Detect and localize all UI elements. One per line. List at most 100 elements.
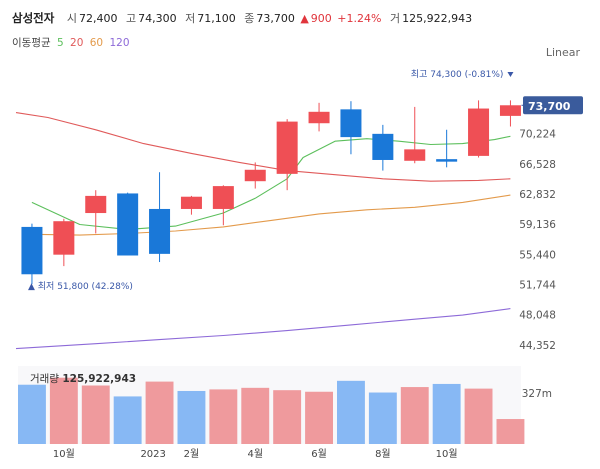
candle-body xyxy=(117,193,139,256)
volume-bar xyxy=(337,380,365,444)
high-value: 74,300 xyxy=(138,12,177,25)
max-price-annotation: 최고 74,300 (-0.81%) xyxy=(411,69,504,80)
x-axis-label: 10월 xyxy=(436,448,458,460)
change-value: 900 xyxy=(310,12,332,25)
price-tick-label: 59,136 xyxy=(519,219,556,231)
candle xyxy=(468,100,490,158)
price-tick-label: 48,048 xyxy=(519,310,556,322)
volume-bar xyxy=(432,383,461,444)
volume-axis-label: 327m xyxy=(522,388,552,400)
candle-body xyxy=(436,159,458,162)
candle xyxy=(53,218,75,267)
candle xyxy=(276,119,298,191)
x-axis-label: 2월 xyxy=(184,448,200,460)
candle xyxy=(180,195,202,215)
x-axis-label: 10월 xyxy=(53,448,75,460)
candle-body xyxy=(276,121,298,174)
price-tick-label: 70,224 xyxy=(519,129,556,141)
candle-body xyxy=(180,196,202,209)
candle-body xyxy=(21,226,43,275)
close-label: 종 xyxy=(244,12,255,25)
x-axis-label: 6월 xyxy=(311,448,327,460)
candle-body xyxy=(53,221,75,255)
price-tick-label: 55,440 xyxy=(519,249,556,261)
current-price-label: 73,700 xyxy=(528,100,571,113)
volume-bar xyxy=(18,384,46,444)
volume-title: 거래량 125,922,943 xyxy=(30,373,136,385)
low-label: 저 xyxy=(185,12,196,25)
moving-average-legend: 이동평균 5 20 60 120 xyxy=(12,35,133,50)
candle-body xyxy=(499,105,521,116)
ma-5-line xyxy=(31,135,511,230)
volume-value: 125,922,943 xyxy=(402,12,473,25)
low-value: 71,100 xyxy=(197,12,236,25)
volume-bar xyxy=(145,381,174,444)
candle xyxy=(212,185,234,226)
volume-bar xyxy=(464,388,493,444)
ma-5-label[interactable]: 5 xyxy=(56,37,64,49)
candle xyxy=(244,162,266,189)
candle xyxy=(117,192,139,256)
candles xyxy=(21,100,521,285)
close-value: 73,700 xyxy=(256,12,295,25)
stock-name: 삼성전자 xyxy=(12,11,55,25)
volume-total: 125,922,943 xyxy=(62,373,136,385)
moving-average-lines xyxy=(15,112,511,350)
volume-bar xyxy=(81,385,110,444)
candle-body xyxy=(340,109,362,138)
min-price-annotation: ▲ 최저 51,800 (42.28%) xyxy=(28,281,133,292)
candle xyxy=(436,129,458,168)
scale-mode-toggle[interactable]: Linear xyxy=(545,46,580,59)
candle xyxy=(21,223,43,285)
ma-120-label[interactable]: 120 xyxy=(109,37,130,49)
volume-bars xyxy=(18,377,525,444)
ma-60-line xyxy=(31,194,511,236)
change-arrow-icon: ▲ xyxy=(300,12,309,25)
volume-bar xyxy=(177,390,206,444)
volume-bar xyxy=(241,387,270,444)
max-arrow-icon xyxy=(507,72,514,77)
x-axis-label: 4월 xyxy=(247,448,263,460)
candle xyxy=(308,102,330,132)
change-percent: +1.24% xyxy=(337,12,382,25)
open-label: 시 xyxy=(66,12,77,25)
volume-bar xyxy=(305,391,333,444)
ma-20-line xyxy=(15,112,511,182)
candle xyxy=(499,100,521,127)
ma-120-line xyxy=(15,308,511,350)
candle-body xyxy=(244,169,266,182)
price-tick-label: 44,352 xyxy=(519,340,556,352)
ohlc-header: 삼성전자 시 72,400 고 74,300 저 71,100 종 73,700 ▲ 90… xyxy=(12,10,472,26)
ma-60-label[interactable]: 60 xyxy=(89,37,104,49)
current-price-tag xyxy=(523,96,583,115)
candle xyxy=(372,124,394,171)
candle xyxy=(149,172,171,263)
candle-body xyxy=(85,195,107,214)
candle-body xyxy=(404,149,426,161)
volume-bar xyxy=(209,389,238,444)
volume-bar xyxy=(496,419,525,444)
volume-bar xyxy=(368,392,397,444)
candle-body xyxy=(149,208,171,254)
candle-body xyxy=(468,108,490,156)
high-label: 고 xyxy=(125,12,137,25)
candle-body xyxy=(212,186,234,209)
volume-label: 거 xyxy=(389,12,401,25)
volume-bar xyxy=(400,387,429,444)
candle xyxy=(85,190,107,234)
x-axis-label: 8월 xyxy=(375,448,391,460)
price-tick-label: 62,832 xyxy=(519,189,556,201)
candle-body xyxy=(372,133,394,160)
volume-bar xyxy=(273,390,302,444)
price-tick-label: 51,744 xyxy=(519,280,556,292)
ma-legend-label: 이동평균 xyxy=(12,37,51,49)
x-axis-label: 2023 xyxy=(140,449,165,460)
volume-bar xyxy=(113,396,142,444)
candle-body xyxy=(308,111,330,124)
candle xyxy=(404,106,426,164)
open-value: 72,400 xyxy=(78,12,118,25)
price-tick-label: 66,528 xyxy=(519,159,556,171)
ma-20-label[interactable]: 20 xyxy=(70,37,84,49)
